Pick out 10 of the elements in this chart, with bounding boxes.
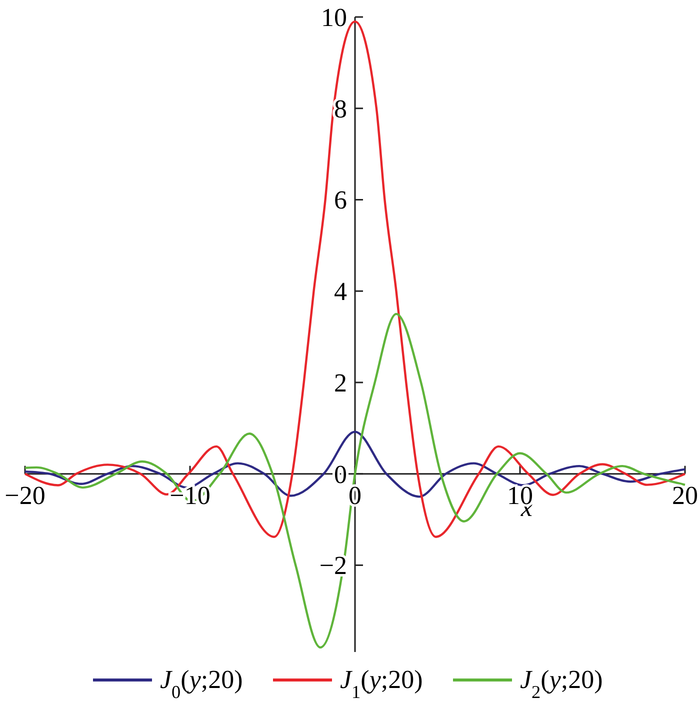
x-tick-label: −20: [4, 480, 46, 510]
legend-label: J$_{0}$(y;20): [160, 665, 243, 702]
y-tick-label: 2: [334, 368, 347, 398]
y-tick-label: 6: [334, 186, 347, 215]
y-tick-label: 10: [321, 3, 347, 32]
y-tick-label: 4: [334, 277, 347, 306]
legend-label: J$_{2}$(y;20): [520, 665, 603, 702]
legend-label: J$_{1}$(y;20): [340, 665, 423, 702]
y-tick-label: 8: [334, 94, 347, 124]
x-tick-label: 20: [672, 480, 698, 510]
